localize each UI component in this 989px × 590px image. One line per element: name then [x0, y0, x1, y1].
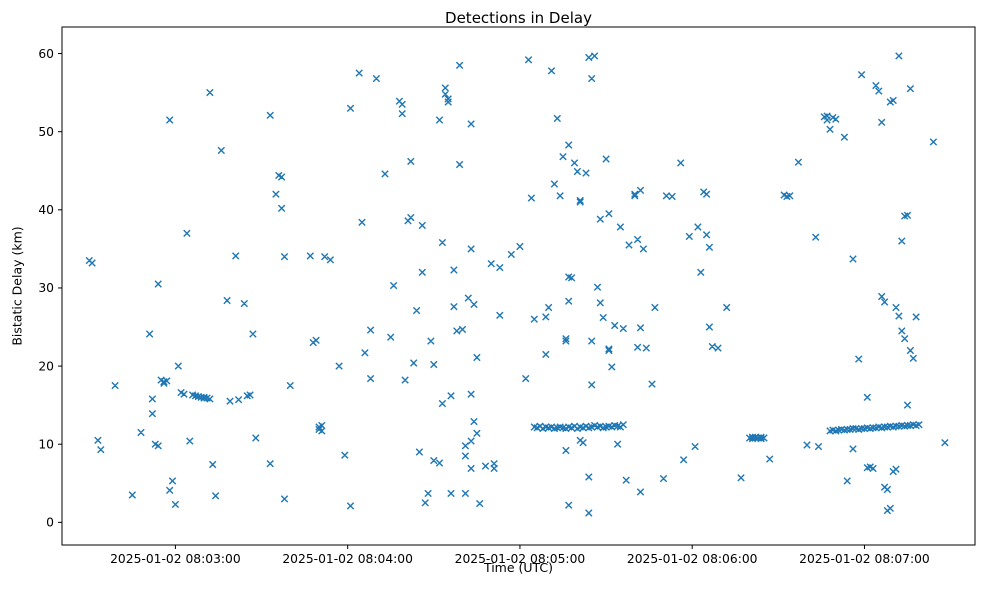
y-tick-label: 50 [38, 125, 54, 139]
y-tick-label: 0 [46, 516, 54, 530]
y-tick-label: 20 [38, 359, 54, 373]
y-tick-label: 10 [38, 437, 54, 451]
x-axis-label: Time (UTC) [483, 560, 554, 575]
axes-frame [61, 26, 976, 546]
data-points [85, 52, 949, 517]
x-tick-label: 2025-01-02 08:05:00 [455, 552, 586, 566]
x-tick-label: 2025-01-02 08:04:00 [282, 552, 413, 566]
y-tick-label: 30 [38, 281, 54, 295]
chart-title: Detections in Delay [445, 9, 592, 27]
x-tick-label: 2025-01-02 08:03:00 [110, 552, 241, 566]
y-tick-label: 40 [38, 203, 54, 217]
y-tick-label: 60 [38, 47, 54, 61]
y-axis-label: Bistatic Delay (km) [9, 226, 25, 346]
x-tick-label: 2025-01-02 08:06:00 [627, 552, 758, 566]
x-tick-label: 2025-01-02 08:07:00 [799, 552, 930, 566]
